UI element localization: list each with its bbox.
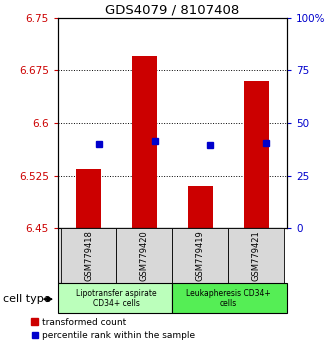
Bar — [188, 186, 213, 228]
Bar — [76, 169, 101, 228]
Text: GSM779421: GSM779421 — [252, 230, 261, 281]
Text: GSM779419: GSM779419 — [196, 230, 205, 281]
Text: Leukapheresis CD34+
cells: Leukapheresis CD34+ cells — [186, 289, 271, 308]
Text: cell type: cell type — [3, 294, 51, 304]
Bar — [58, 283, 173, 313]
Bar — [173, 228, 228, 283]
Bar — [173, 283, 287, 313]
Bar — [244, 81, 269, 228]
Legend: transformed count, percentile rank within the sample: transformed count, percentile rank withi… — [31, 318, 195, 340]
Bar — [60, 228, 116, 283]
Text: GSM779420: GSM779420 — [140, 230, 149, 281]
Bar — [228, 228, 284, 283]
Bar — [116, 228, 173, 283]
Text: Lipotransfer aspirate
CD34+ cells: Lipotransfer aspirate CD34+ cells — [76, 289, 157, 308]
Title: GDS4079 / 8107408: GDS4079 / 8107408 — [105, 4, 240, 17]
Bar — [132, 56, 157, 228]
Text: GSM779418: GSM779418 — [84, 230, 93, 281]
